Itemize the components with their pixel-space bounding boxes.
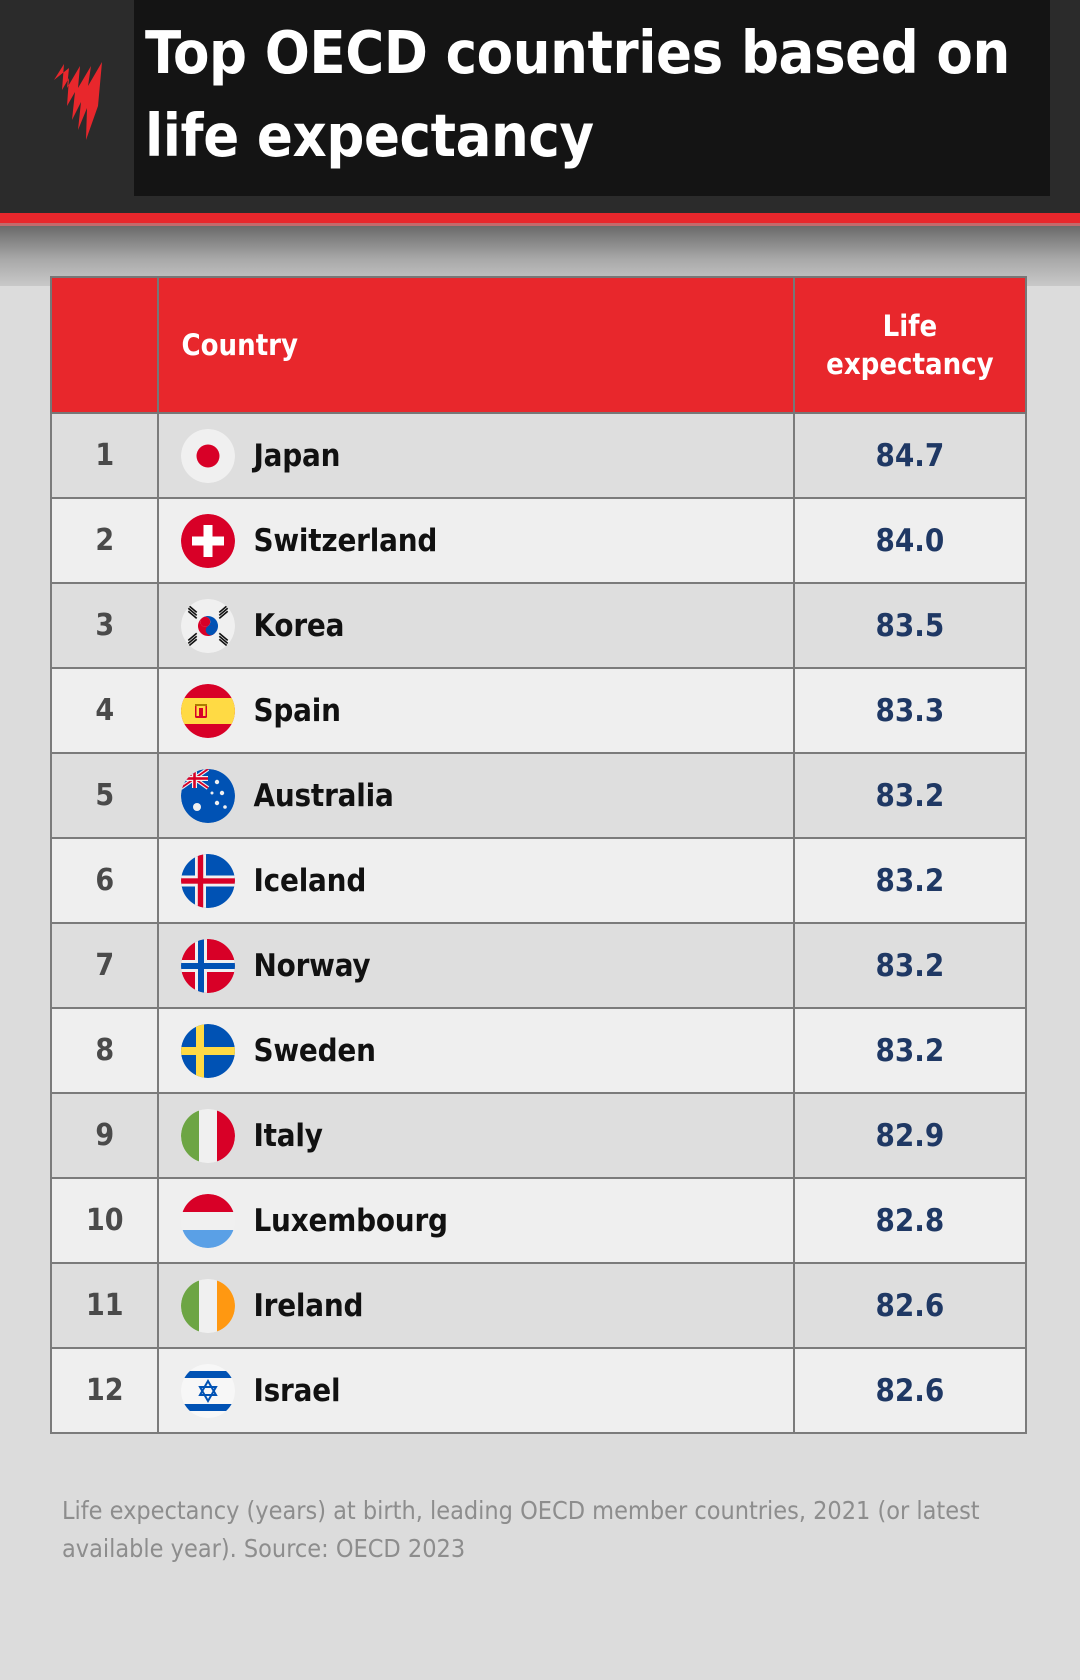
country-name: Korea bbox=[253, 607, 345, 644]
column-header-country: Country bbox=[157, 276, 795, 414]
ranking-table-container: Country Life expectancy 1 Japan 84.7 2 Switz… bbox=[49, 276, 1028, 1434]
country-cell: Iceland bbox=[157, 837, 795, 924]
table-row: 8 Sweden 83.2 bbox=[49, 1007, 1028, 1094]
life-expectancy-cell: 83.2 bbox=[792, 922, 1028, 1009]
country-cell-content: Ireland bbox=[181, 1278, 792, 1333]
flag-australia-icon bbox=[181, 768, 236, 823]
flag-italy-icon bbox=[181, 1108, 236, 1163]
table-header-row: Country Life expectancy bbox=[49, 276, 1028, 414]
country-name: Sweden bbox=[253, 1032, 376, 1069]
flag-spain-icon bbox=[181, 683, 236, 738]
country-cell: Spain bbox=[157, 667, 795, 754]
page-title: Top OECD countries based on life expecta… bbox=[145, 18, 1010, 170]
life-expectancy-cell: 84.7 bbox=[792, 412, 1028, 499]
country-cell: Switzerland bbox=[157, 497, 795, 584]
table-row: 4 Spain 83.3 bbox=[49, 667, 1028, 754]
ranking-table: Country Life expectancy 1 Japan 84.7 2 Switz… bbox=[49, 276, 1028, 1434]
rank-cell: 10 bbox=[49, 1177, 160, 1264]
table-body: 1 Japan 84.7 2 Switzerland 84.0 3 Korea 83.5 4 Sp… bbox=[49, 412, 1028, 1434]
life-expectancy-cell: 82.8 bbox=[792, 1177, 1028, 1264]
life-expectancy-cell: 83.3 bbox=[792, 667, 1028, 754]
country-cell-content: Spain bbox=[181, 683, 792, 738]
country-cell-content: Australia bbox=[181, 768, 792, 823]
flag-switzerland-icon bbox=[181, 513, 236, 568]
country-cell-content: Korea bbox=[181, 598, 792, 653]
country-cell-content: Sweden bbox=[181, 1023, 792, 1078]
table-row: 1 Japan 84.7 bbox=[49, 412, 1028, 499]
table-row: 7 Norway 83.2 bbox=[49, 922, 1028, 1009]
page-header: Top OECD countries based on life expecta… bbox=[0, 0, 1080, 213]
country-cell-content: Switzerland bbox=[181, 513, 792, 568]
country-cell-content: Italy bbox=[181, 1108, 792, 1163]
rank-cell: 1 bbox=[49, 412, 160, 499]
table-row: 11 Ireland 82.6 bbox=[49, 1262, 1028, 1349]
table-row: 3 Korea 83.5 bbox=[49, 582, 1028, 669]
country-cell-content: Norway bbox=[181, 938, 792, 993]
country-name: Israel bbox=[253, 1372, 341, 1409]
column-header-rank bbox=[49, 276, 160, 414]
country-cell: Japan bbox=[157, 412, 795, 499]
country-name: Spain bbox=[253, 692, 341, 729]
header-red-stripe bbox=[0, 213, 1080, 223]
header-gradient-shadow bbox=[0, 226, 1080, 286]
life-expectancy-cell: 83.2 bbox=[792, 1007, 1028, 1094]
country-cell: Ireland bbox=[157, 1262, 795, 1349]
rank-cell: 9 bbox=[49, 1092, 160, 1179]
life-expectancy-cell: 82.9 bbox=[792, 1092, 1028, 1179]
rank-cell: 3 bbox=[49, 582, 160, 669]
life-expectancy-cell: 83.2 bbox=[792, 837, 1028, 924]
life-expectancy-cell: 82.6 bbox=[792, 1347, 1028, 1434]
flag-norway-icon bbox=[181, 938, 236, 993]
flag-luxembourg-icon bbox=[181, 1193, 236, 1248]
title-box: Top OECD countries based on life expecta… bbox=[134, 0, 1050, 196]
country-cell: Sweden bbox=[157, 1007, 795, 1094]
country-cell: Australia bbox=[157, 752, 795, 839]
flag-israel-icon bbox=[181, 1363, 236, 1418]
life-expectancy-cell: 83.2 bbox=[792, 752, 1028, 839]
flag-korea-icon bbox=[181, 598, 236, 653]
flag-iceland-icon bbox=[181, 853, 236, 908]
rank-cell: 4 bbox=[49, 667, 160, 754]
flag-sweden-icon bbox=[181, 1023, 236, 1078]
rank-cell: 5 bbox=[49, 752, 160, 839]
country-name: Norway bbox=[253, 947, 371, 984]
country-name: Switzerland bbox=[253, 522, 438, 559]
country-cell: Norway bbox=[157, 922, 795, 1009]
country-name: Italy bbox=[253, 1117, 323, 1154]
country-cell-content: Israel bbox=[181, 1363, 792, 1418]
rank-cell: 6 bbox=[49, 837, 160, 924]
table-row: 12 Israel 82.6 bbox=[49, 1347, 1028, 1434]
country-cell: Israel bbox=[157, 1347, 795, 1434]
country-cell: Luxembourg bbox=[157, 1177, 795, 1264]
column-header-life-expectancy: Life expectancy bbox=[792, 276, 1028, 414]
country-cell-content: Iceland bbox=[181, 853, 792, 908]
rank-cell: 12 bbox=[49, 1347, 160, 1434]
table-row: 10 Luxembourg 82.8 bbox=[49, 1177, 1028, 1264]
source-footnote: Life expectancy (years) at birth, leadin… bbox=[62, 1496, 980, 1563]
rank-cell: 7 bbox=[49, 922, 160, 1009]
rank-cell: 8 bbox=[49, 1007, 160, 1094]
country-name: Japan bbox=[253, 437, 341, 474]
country-cell: Italy bbox=[157, 1092, 795, 1179]
table-row: 9 Italy 82.9 bbox=[49, 1092, 1028, 1179]
sbs-flame-logo bbox=[42, 48, 112, 148]
flag-ireland-icon bbox=[181, 1278, 236, 1333]
table-row: 2 Switzerland 84.0 bbox=[49, 497, 1028, 584]
country-name: Australia bbox=[253, 777, 394, 814]
life-expectancy-cell: 82.6 bbox=[792, 1262, 1028, 1349]
country-name: Ireland bbox=[253, 1287, 364, 1324]
country-cell: Korea bbox=[157, 582, 795, 669]
table-row: 5 Australia 83.2 bbox=[49, 752, 1028, 839]
rank-cell: 11 bbox=[49, 1262, 160, 1349]
country-name: Luxembourg bbox=[253, 1202, 448, 1239]
country-cell-content: Luxembourg bbox=[181, 1193, 792, 1248]
country-name: Iceland bbox=[253, 862, 367, 899]
table-row: 6 Iceland 83.2 bbox=[49, 837, 1028, 924]
country-cell-content: Japan bbox=[181, 428, 792, 483]
rank-cell: 2 bbox=[49, 497, 160, 584]
life-expectancy-cell: 83.5 bbox=[792, 582, 1028, 669]
flag-japan-icon bbox=[181, 428, 236, 483]
header-red-stripe-highlight bbox=[0, 223, 1080, 226]
life-expectancy-cell: 84.0 bbox=[792, 497, 1028, 584]
